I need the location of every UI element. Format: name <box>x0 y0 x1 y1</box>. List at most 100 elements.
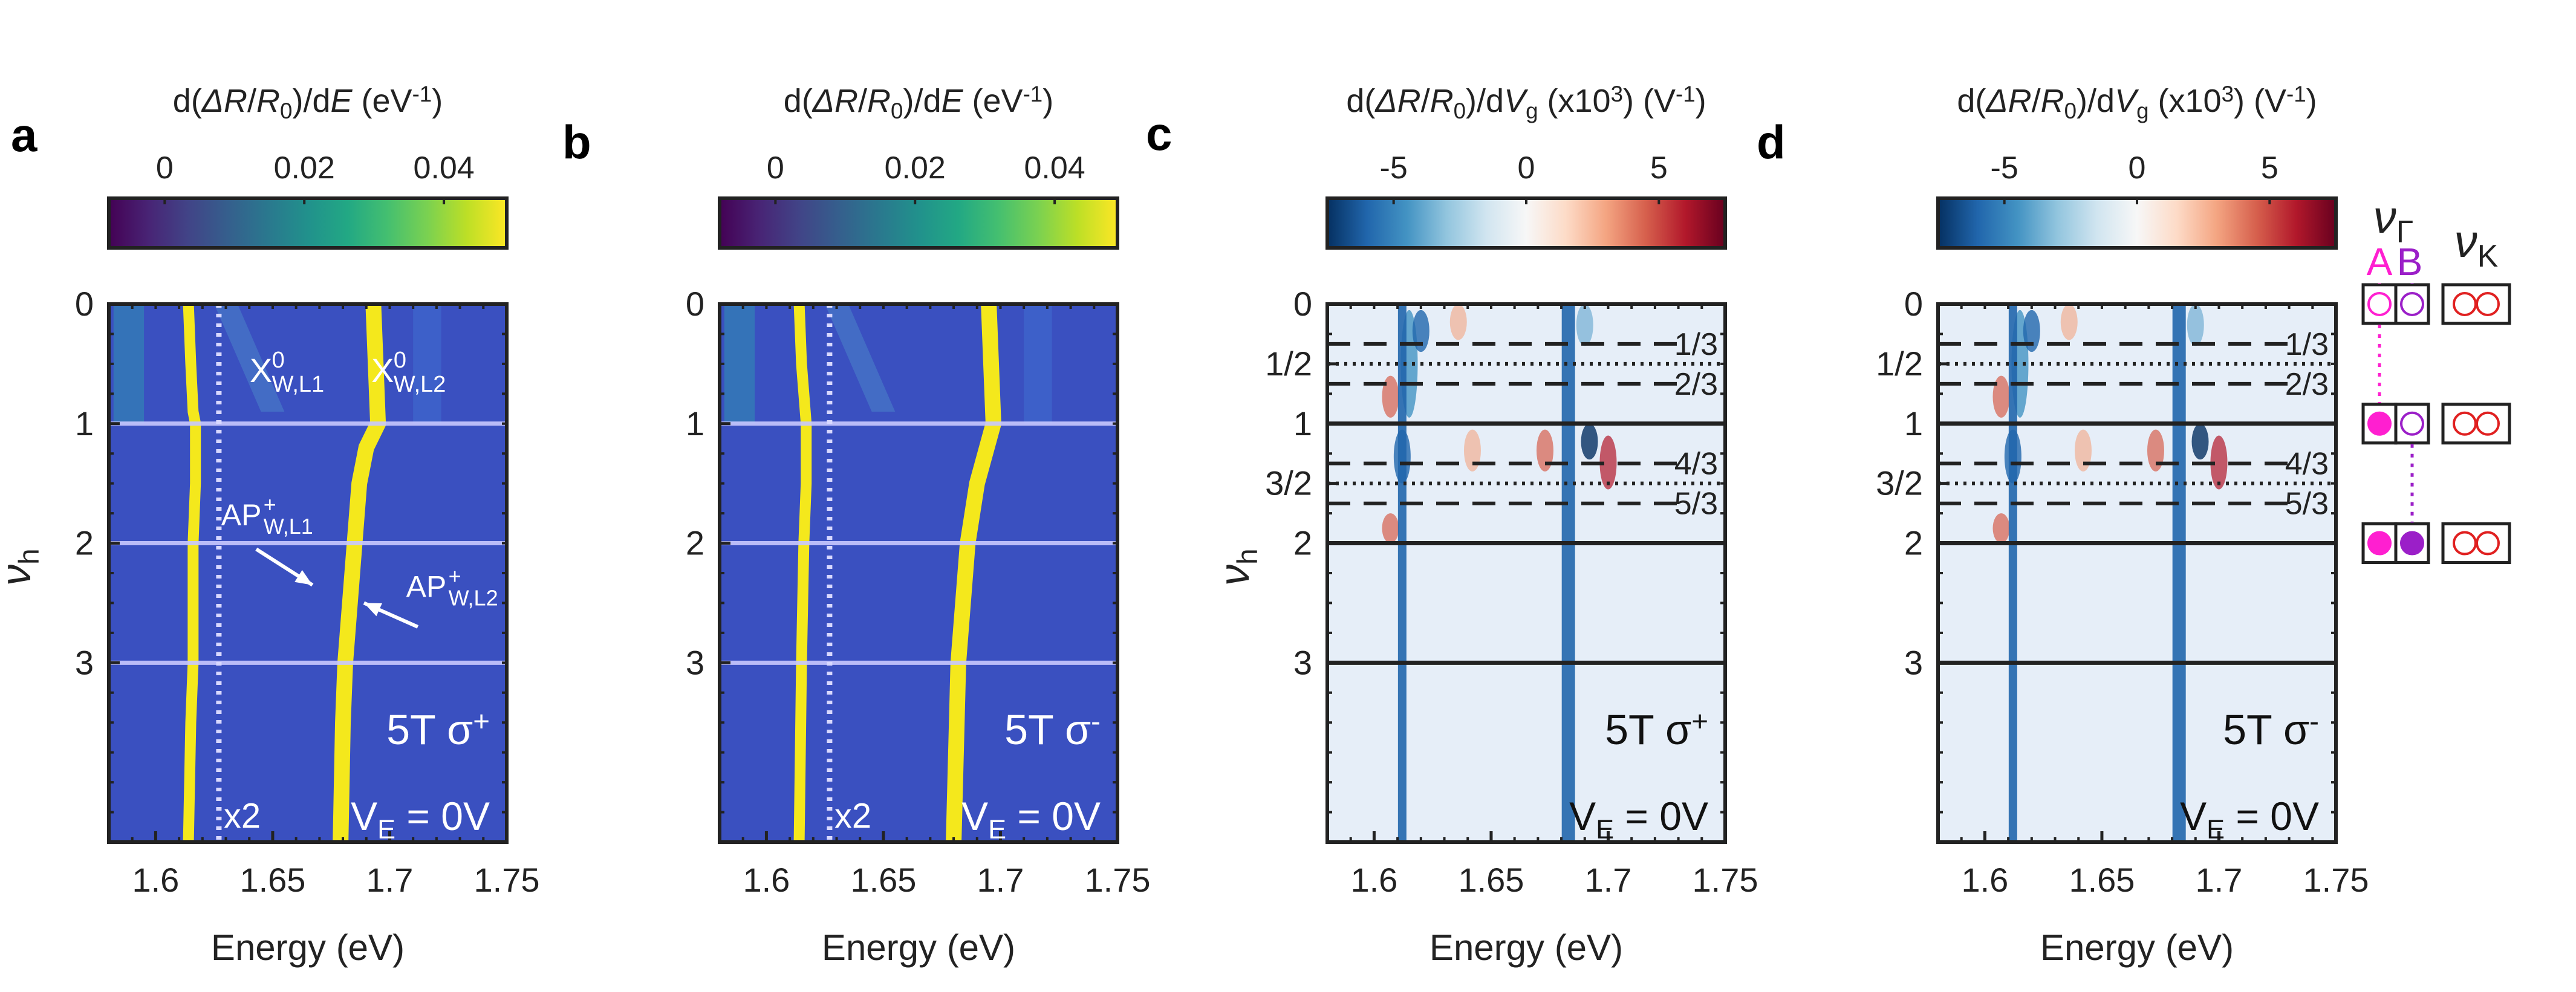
fraction-label: 4/3 <box>1674 447 1718 482</box>
gate-voltage-label-part: V <box>1569 794 1596 838</box>
colorbar-label-part: -1 <box>412 82 432 106</box>
nu-k-label-part: K <box>2477 238 2498 273</box>
anion-polaron-label-sub: W,L2 <box>449 586 498 611</box>
colorbar-label-part: R <box>1430 83 1454 119</box>
colorbar-label-part: 0 <box>280 99 292 123</box>
gamma-b-box <box>2394 403 2430 445</box>
colorbar-label-part: 0 <box>2064 99 2077 123</box>
feature-patch <box>2187 304 2204 346</box>
colorbar-label-part: ΔR <box>1374 83 1420 119</box>
scale-label: x2 <box>834 796 871 835</box>
k-orbital <box>2476 531 2500 556</box>
colorbar-label-part: R <box>867 83 891 119</box>
panel-letter-a: a <box>11 108 37 161</box>
k-orbital <box>2453 411 2477 436</box>
gate-voltage-label-part: = 0V <box>2225 794 2319 838</box>
exciton-label-sub: W,L1 <box>272 372 325 397</box>
x-tick-label: 1.75 <box>2303 861 2369 899</box>
colorbar <box>1325 196 1727 250</box>
colorbar-label: d(ΔR/R0)/dVg (x103) (V-1) <box>1957 82 2317 123</box>
gate-voltage-label: VE = 0V <box>2180 794 2319 844</box>
feature-faint <box>413 304 441 424</box>
band-filling-schematic: νΓ νKA B <box>2361 192 2511 565</box>
feature-patch <box>1992 375 2010 418</box>
x-tick-label: 1.6 <box>743 861 790 899</box>
colorbar-label-part: g <box>2136 99 2148 123</box>
field-polarization-label: 5T σ- <box>2223 705 2319 753</box>
gate-voltage-label-part: V <box>2180 794 2207 838</box>
colorbar-label-part: -1 <box>1676 82 1696 106</box>
field-polarization-label-part: 5T <box>1004 706 1065 753</box>
gamma-b-orbital <box>2400 531 2424 556</box>
scale-label: x2 <box>224 796 261 835</box>
colorbar-label: d(ΔR/R0)/dE (eV-1) <box>173 82 443 123</box>
colorbar-label-part: / <box>247 83 256 119</box>
colorbar-label-part: ) (V <box>1623 83 1676 119</box>
colorbar-label-part: ΔR <box>1985 83 2031 119</box>
y-tick-label: 2 <box>1293 524 1312 562</box>
colorbar-tick-label: 0 <box>1518 151 1535 186</box>
y-axis-label-text-part: ν <box>1211 565 1258 586</box>
y-tick-label: 3 <box>1293 643 1312 681</box>
colorbar-tick-label: 5 <box>1650 151 1668 186</box>
y-tick-label: 3/2 <box>1876 464 1923 502</box>
y-axis-label-text: νh <box>1211 548 1264 585</box>
colorbar-label-part: R <box>256 83 280 119</box>
feature-faint <box>113 304 145 424</box>
anion-polaron-label: AP <box>221 498 262 532</box>
k-orbital <box>2453 531 2477 556</box>
field-polarization-label-part: + <box>473 705 490 738</box>
gate-voltage-label: VE = 0V <box>961 794 1101 844</box>
feature-patch <box>2210 435 2228 490</box>
field-polarization-label-part: σ <box>1665 706 1691 753</box>
colorbar-tick-label: 0.02 <box>885 151 946 186</box>
fraction-label: 5/3 <box>2285 487 2329 522</box>
fraction-label: 1/3 <box>2285 327 2329 362</box>
y-tick-label: 1 <box>686 404 704 443</box>
colorbar-label-part: 3 <box>1611 82 1623 106</box>
gate-voltage-label: VE = 0V <box>1569 794 1708 844</box>
x-tick-label: 1.7 <box>977 861 1024 899</box>
colorbar-label-part: (x10 <box>1538 83 1611 119</box>
anion-polaron-label-sub: W,L1 <box>264 514 313 539</box>
y-tick-label: 2 <box>1904 524 1923 562</box>
y-tick-label: 0 <box>686 285 704 323</box>
orbital-a-label: A <box>2367 240 2393 284</box>
y-tick-label: 3 <box>1904 643 1923 681</box>
gamma-b-box <box>2394 283 2430 325</box>
colorbar-label-part: E <box>331 83 353 119</box>
colorbar-label-part: (x10 <box>2149 83 2222 119</box>
colorbar-label-part: ) (V <box>2234 83 2286 119</box>
x-tick-label: 1.6 <box>1350 861 1397 899</box>
k-box <box>2441 283 2511 325</box>
feature-patch <box>2191 423 2209 460</box>
field-polarization-label: 5T σ+ <box>1605 705 1708 753</box>
colorbar-label-part: ) <box>1042 83 1053 119</box>
y-tick-label: 3 <box>75 643 94 681</box>
gate-voltage-label-part: V <box>351 794 377 838</box>
y-axis-label: νh <box>0 548 45 585</box>
colorbar <box>1936 196 2338 250</box>
feature-faint <box>214 304 285 412</box>
gamma-a-orbital <box>2367 292 2392 316</box>
colorbar <box>107 196 509 250</box>
colorbar-label-part: ) <box>2306 83 2317 119</box>
y-axis-label-text-part: h <box>1232 548 1264 564</box>
colorbar-tick-label: 0 <box>156 151 174 186</box>
exciton-label: X <box>371 351 394 389</box>
y-tick-label: 1 <box>75 404 94 443</box>
gamma-b-orbital <box>2400 292 2424 316</box>
fraction-label: 5/3 <box>1674 487 1718 522</box>
colorbar-label-part: g <box>1526 99 1538 123</box>
nu-gamma-label-part: Γ <box>2396 214 2413 249</box>
feature-faint <box>1024 304 1052 424</box>
feature-patch <box>1463 429 1481 472</box>
arrow-head <box>363 603 382 617</box>
colorbar-label-part: V <box>1504 83 1529 119</box>
field-polarization-label-part: 5T <box>386 706 447 753</box>
colorbar-label-part: d( <box>173 83 202 119</box>
heatmap <box>720 304 1117 842</box>
y-tick-label: 2 <box>75 524 94 562</box>
exciton-label-sup: 0 <box>394 348 406 373</box>
